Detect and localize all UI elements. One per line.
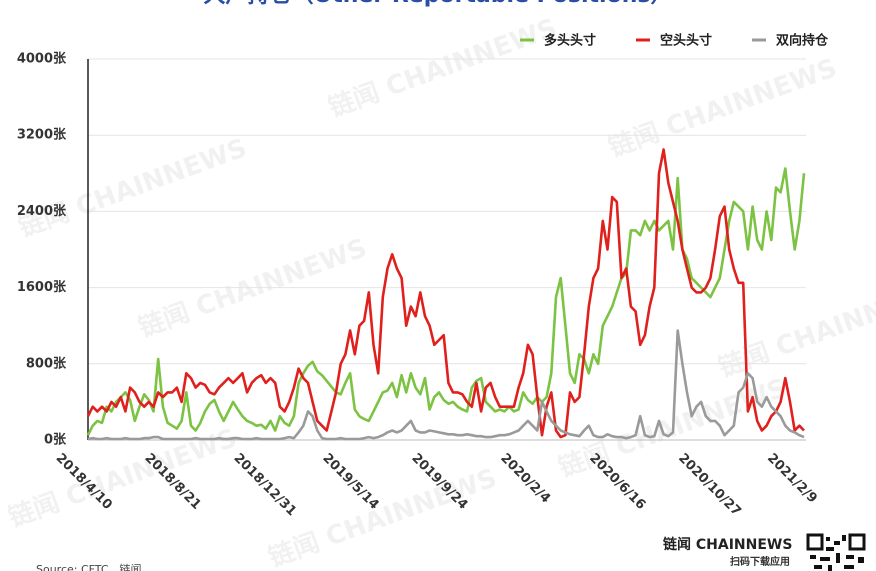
watermark: 链闻 CHAINNEWS: [14, 132, 250, 243]
x-tick-label: 2018/12/31: [231, 451, 299, 519]
legend-label: 多头头寸: [544, 33, 596, 49]
watermark: 链闻 CHAINNEWS: [604, 52, 840, 163]
source: Source: CFTC、链闻: [36, 562, 142, 571]
y-tick-label: 2400张: [17, 204, 67, 219]
chart-title: 大户持仓（Other Reportable Positions）: [204, 0, 673, 8]
y-tick-label: 4000张: [17, 52, 67, 67]
y-tick-label: 800张: [26, 356, 67, 371]
qr-code: [806, 533, 866, 571]
legend-label: 空头头寸: [660, 33, 712, 49]
y-tick-label: 0张: [44, 433, 67, 448]
y-tick-label: 1600张: [17, 280, 67, 295]
x-tick-label: 2021/2/9: [764, 451, 820, 507]
brand-sub: 扫码下载应用: [730, 555, 790, 568]
x-tick-label: 2019/5/14: [319, 451, 381, 513]
x-tick-label: 2020/10/27: [675, 451, 743, 519]
series-line: [86, 148, 805, 439]
watermark: 链闻 CHAINNEWS: [264, 462, 500, 571]
legend-label: 双向持仓: [776, 33, 829, 49]
series-line: [87, 329, 805, 441]
x-tick-label: 2020/2/4: [497, 451, 553, 507]
brand: 链闻 CHAINNEWS: [663, 536, 792, 553]
y-tick-label: 3200张: [17, 128, 67, 143]
watermark: 链闻 CHAINNEWS: [324, 12, 560, 123]
watermark: 链闻 CHAINNEWS: [714, 272, 876, 383]
